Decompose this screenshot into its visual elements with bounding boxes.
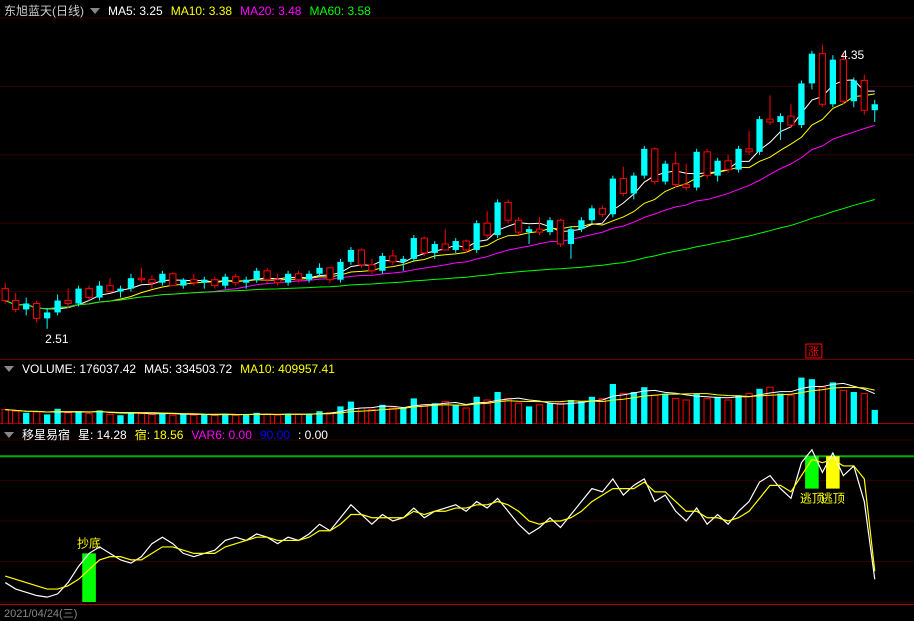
ma-label: MA10: 3.38: [171, 4, 232, 18]
stock-title: 东旭蓝天(日线): [4, 2, 84, 19]
indicator-label: 星: 14.28: [78, 428, 127, 442]
volume-label: VOLUME: 176037.42: [22, 362, 136, 376]
ma-labels: MA5: 3.25 MA10: 3.38 MA20: 3.48 MA60: 3.58: [108, 4, 379, 18]
ma-label: MA20: 3.48: [240, 4, 301, 18]
price-panel[interactable]: 东旭蓝天(日线) MA5: 3.25MA10: 3.38MA20: 3.48MA…: [0, 0, 914, 360]
ma-label: MA5: 3.25: [108, 4, 163, 18]
indicator-label: 宿: 18.56: [135, 428, 184, 442]
indicator-label: 90.00: [260, 428, 290, 442]
expand-icon[interactable]: [90, 8, 100, 14]
indicator-label: 移星易宿: [22, 428, 70, 442]
volume-label: MA5: 334503.72: [144, 362, 232, 376]
svg-text:逃顶: 逃顶: [821, 492, 845, 506]
svg-text:2.51: 2.51: [45, 332, 69, 346]
indicator-panel-header: 移星易宿星: 14.28 宿: 18.56 VAR6: 0.00 90.00 : 0.0…: [4, 426, 336, 443]
indicator-panel[interactable]: 移星易宿星: 14.28 宿: 18.56 VAR6: 0.00 90.00 : 0.0…: [0, 424, 914, 604]
volume-labels: VOLUME: 176037.42 MA5: 334503.72 MA10: 409…: [22, 362, 343, 376]
indicator-labels: 移星易宿星: 14.28 宿: 18.56 VAR6: 0.00 90.00 : 0.0…: [22, 426, 336, 443]
date-axis: 2021/04/24(三): [0, 604, 914, 619]
indicator-chart[interactable]: 抄底逃顶逃顶: [0, 424, 914, 604]
volume-panel[interactable]: VOLUME: 176037.42 MA5: 334503.72 MA10: 409…: [0, 360, 914, 424]
indicator-label: : 0.00: [298, 428, 328, 442]
expand-icon[interactable]: [4, 366, 14, 372]
price-panel-header: 东旭蓝天(日线) MA5: 3.25MA10: 3.38MA20: 3.48MA…: [4, 2, 379, 19]
ma-label: MA60: 3.58: [309, 4, 370, 18]
indicator-label: VAR6: 0.00: [191, 428, 251, 442]
date-text: 2021/04/24(三): [4, 608, 77, 620]
volume-panel-header: VOLUME: 176037.42 MA5: 334503.72 MA10: 409…: [4, 362, 343, 376]
expand-icon[interactable]: [4, 432, 14, 438]
volume-label: MA10: 409957.41: [240, 362, 335, 376]
svg-text:4.35: 4.35: [841, 48, 865, 62]
svg-text:涨: 涨: [808, 345, 819, 358]
candlestick-chart[interactable]: 4.35 2.51 涨: [0, 0, 914, 360]
